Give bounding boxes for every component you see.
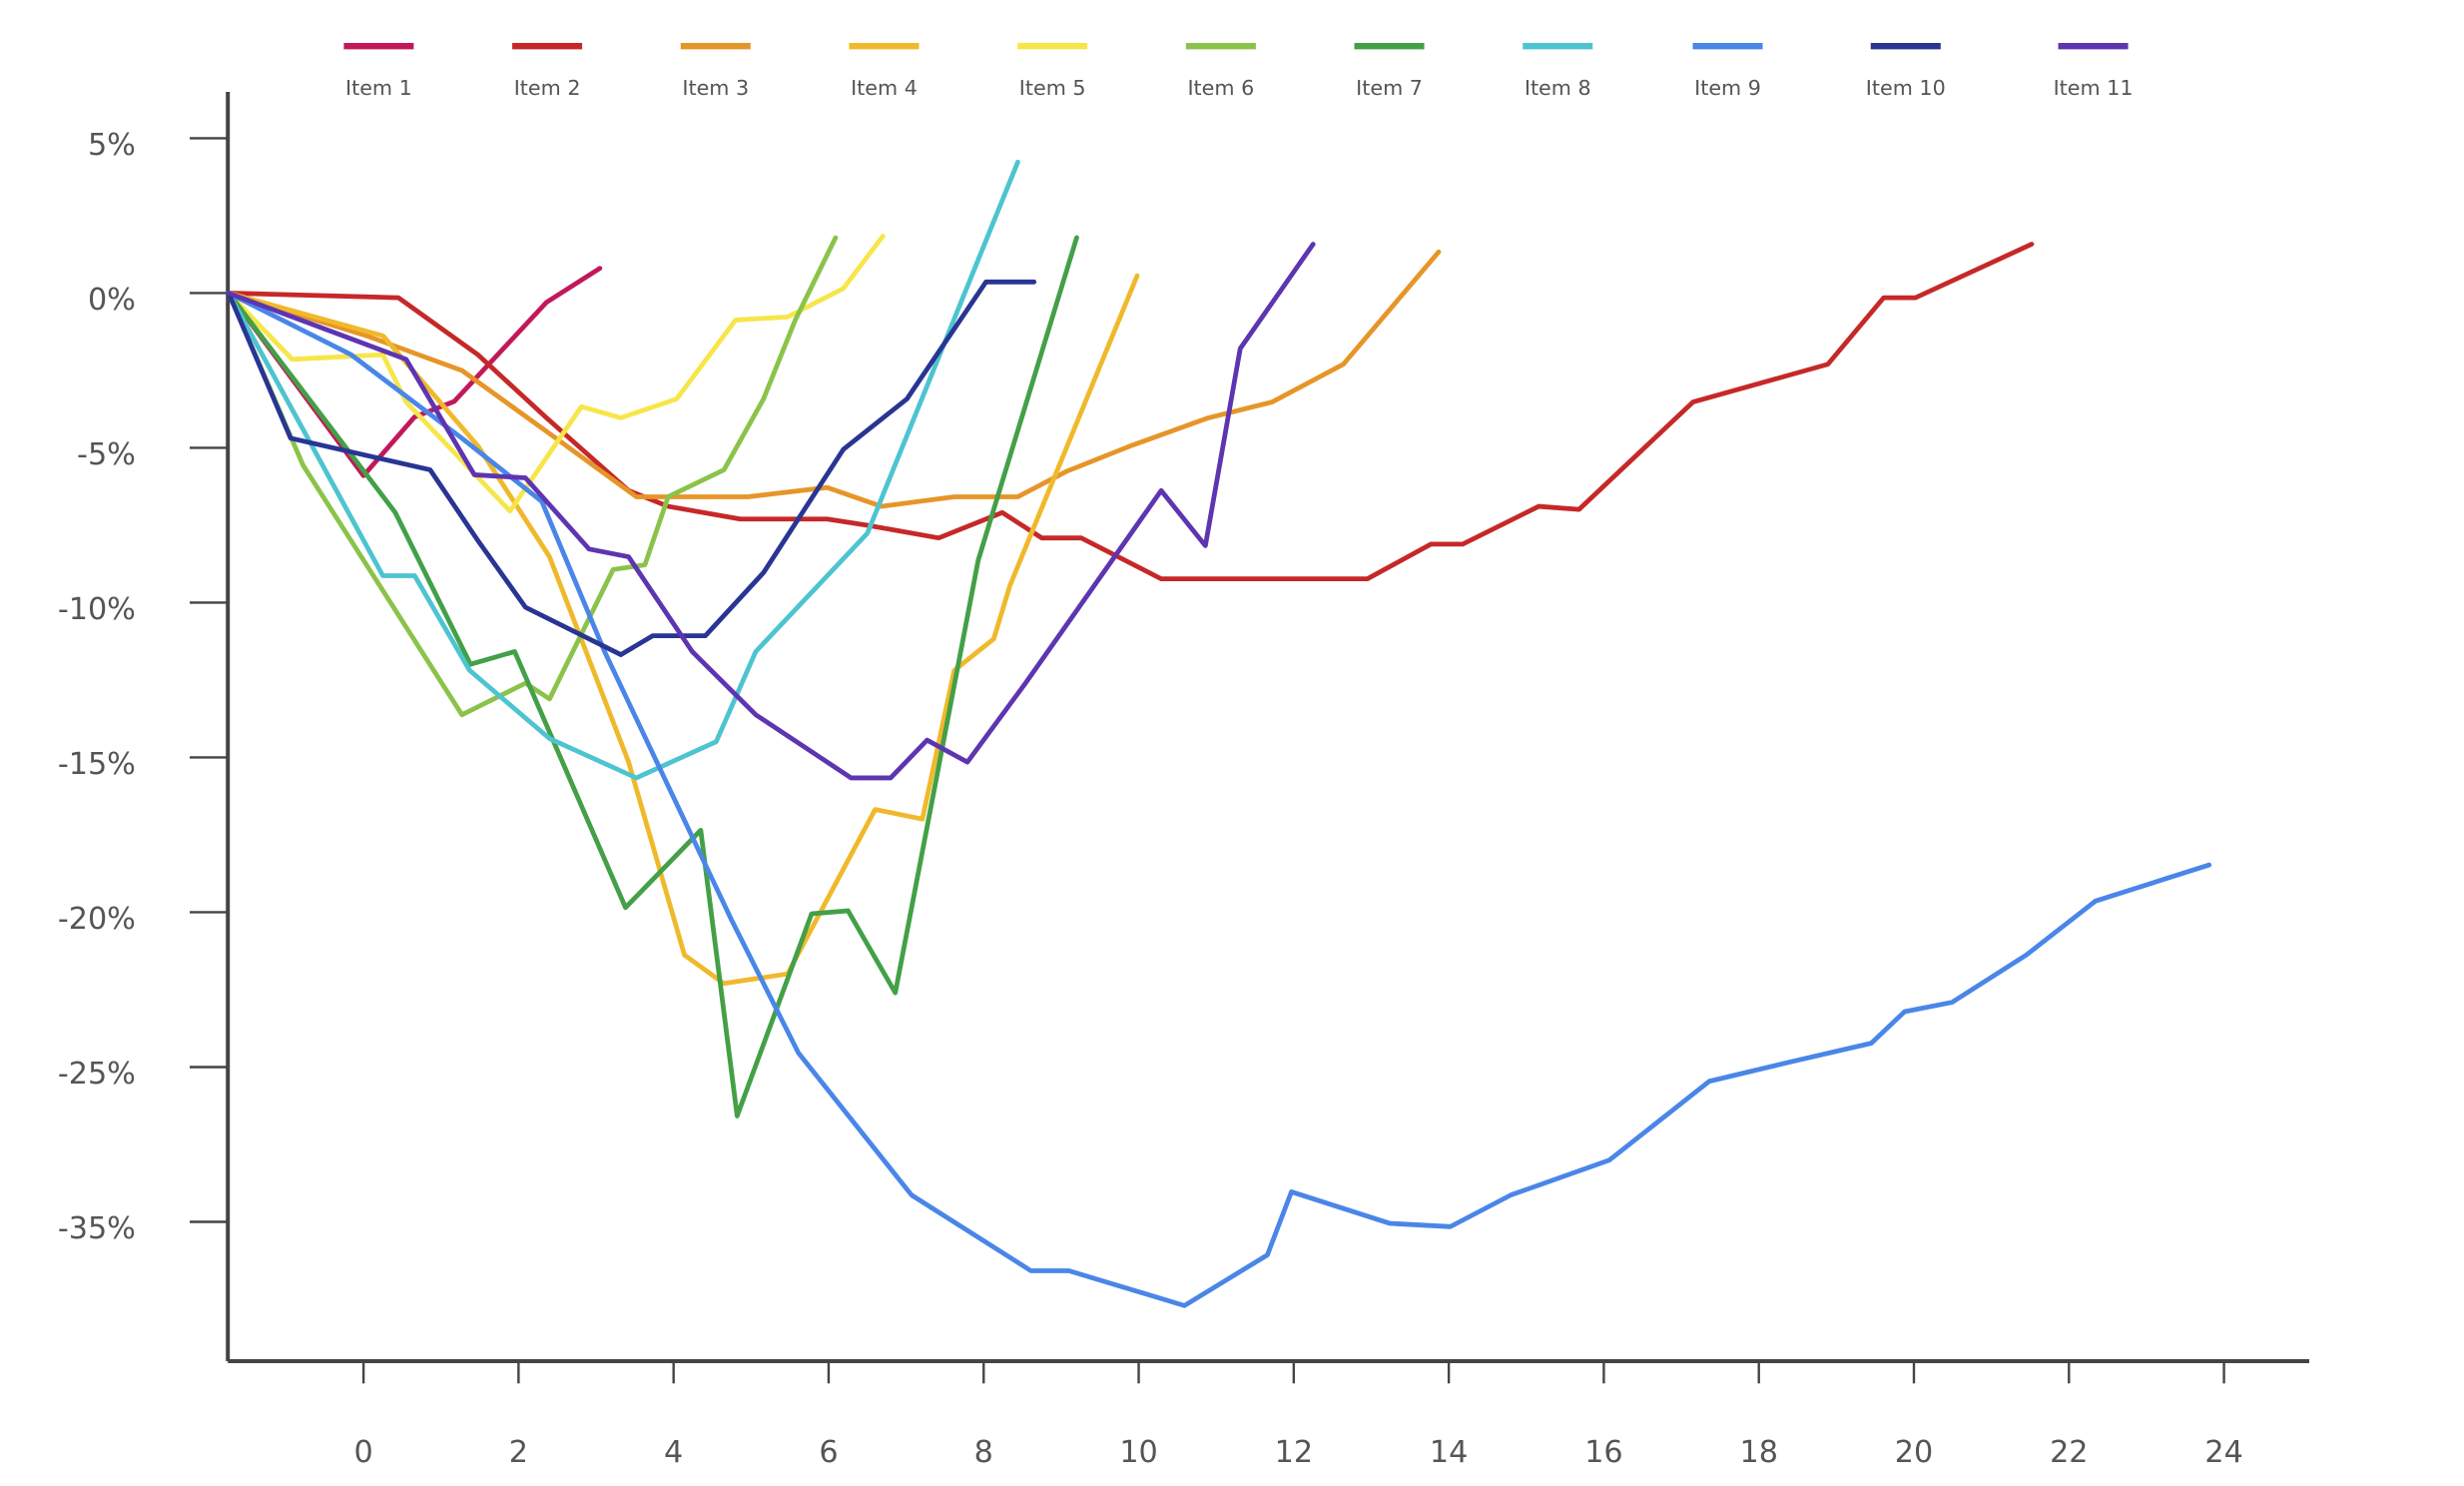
legend-label: Item 1: [345, 76, 412, 100]
legend-label: Item 5: [1019, 76, 1086, 100]
x-tick-label: 24: [2204, 1435, 2242, 1470]
y-tick-label: 0%: [88, 283, 136, 318]
x-tick-label: 10: [1119, 1435, 1157, 1470]
legend-label: Item 7: [1356, 76, 1423, 100]
x-tick-label: 6: [819, 1435, 838, 1470]
x-tick-label: 8: [974, 1435, 993, 1470]
x-tick-label: 16: [1584, 1435, 1622, 1470]
x-tick-label: 14: [1430, 1435, 1468, 1470]
series-line: [226, 273, 1140, 987]
x-tick-label: 20: [1895, 1435, 1933, 1470]
legend-label: Item 2: [514, 76, 581, 100]
y-tick-label: -5%: [77, 437, 136, 472]
series-line: [226, 279, 1037, 657]
x-tick-label: 0: [353, 1435, 372, 1470]
legend-label: Item 3: [682, 76, 749, 100]
legend-label: Item 11: [2054, 76, 2134, 100]
x-tick-label: 4: [664, 1435, 683, 1470]
legend-label: Item 4: [851, 76, 918, 100]
y-tick-label: -25%: [58, 1057, 136, 1092]
y-tick-label: -20%: [58, 902, 136, 937]
y-tick-label: -10%: [58, 592, 136, 627]
x-tick-label: 18: [1739, 1435, 1777, 1470]
y-tick-label: 5%: [88, 128, 136, 163]
legend-label: Item 8: [1525, 76, 1591, 100]
y-tick-label: -15%: [58, 747, 136, 782]
legend-label: Item 9: [1694, 76, 1761, 100]
y-tick-label: -35%: [58, 1211, 136, 1246]
series-line: [226, 249, 1442, 509]
series-line: [226, 242, 1316, 781]
series-line: [226, 235, 1079, 1118]
x-tick-label: 12: [1275, 1435, 1313, 1470]
legend-label: Item 10: [1866, 76, 1946, 100]
x-tick-label: 2: [509, 1435, 528, 1470]
legend-label: Item 6: [1187, 76, 1254, 100]
series-line: [226, 291, 2212, 1308]
x-tick-label: 22: [2050, 1435, 2088, 1470]
series-line: [226, 159, 1020, 781]
series-line: [226, 235, 839, 718]
